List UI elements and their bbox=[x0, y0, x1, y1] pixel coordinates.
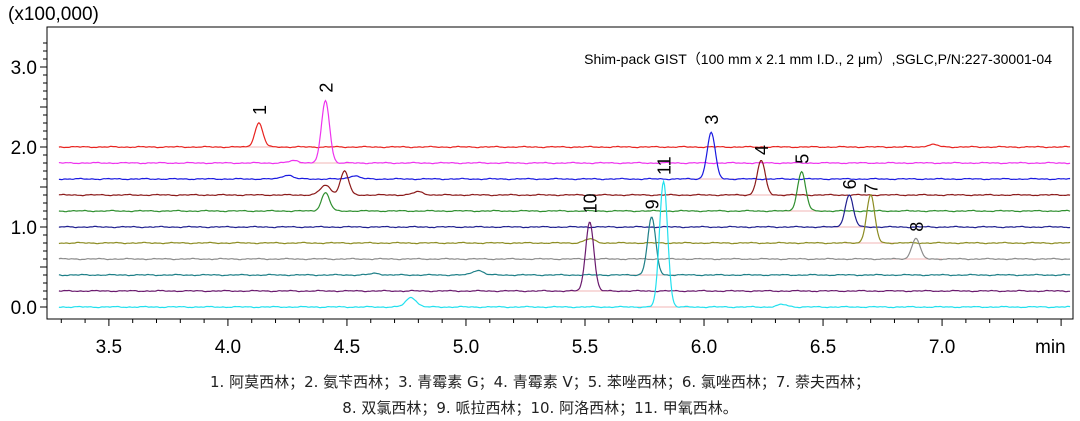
y-tick-label: 3.0 bbox=[11, 58, 37, 79]
chromatogram-trace bbox=[58, 194, 1071, 229]
y-tick-label: 0.0 bbox=[11, 298, 37, 319]
y-unit-label: (x100,000) bbox=[8, 4, 99, 25]
x-unit-label: min bbox=[1035, 337, 1066, 358]
chromatogram-trace bbox=[58, 160, 1071, 197]
peak-number-label: 7 bbox=[862, 183, 882, 193]
peak-number-label: 1 bbox=[250, 105, 270, 115]
x-tick-label: 6.0 bbox=[691, 337, 717, 358]
x-tick-label: 4.0 bbox=[215, 337, 241, 358]
compound-legend-line-2: 8. 双氯西林；9. 哌拉西林；10. 阿洛西林；11. 甲氧西林。 bbox=[342, 399, 738, 417]
x-tick-label: 5.0 bbox=[453, 337, 479, 358]
y-tick-label: 2.0 bbox=[11, 138, 37, 159]
chromatogram-trace bbox=[58, 99, 1071, 165]
peak-number-label: 4 bbox=[752, 145, 772, 155]
chromatogram-trace bbox=[58, 131, 1071, 181]
peak-number-label: 8 bbox=[907, 222, 927, 232]
x-tick-label: 5.5 bbox=[572, 337, 598, 358]
chromatogram-trace bbox=[58, 179, 1071, 309]
x-tick-label: 7.0 bbox=[929, 337, 955, 358]
peak-number-label: 6 bbox=[840, 179, 860, 189]
column-info-label: Shim-pack GIST（100 mm x 2.1 mm I.D., 2 μ… bbox=[584, 51, 1052, 67]
chromatogram-trace bbox=[58, 216, 1071, 277]
chromatogram-trace bbox=[58, 221, 1071, 293]
chromatogram-trace bbox=[58, 122, 1071, 149]
peak-number-label: 2 bbox=[317, 83, 337, 93]
chromatogram-chart: 1 2 3 4 5 6 7 8 9 10 11 (x100,000) min Shim-pack G… bbox=[8, 4, 1074, 358]
plot-frame bbox=[46, 26, 1074, 320]
peak-number-label: 11 bbox=[655, 156, 675, 175]
x-tick-label: 6.5 bbox=[810, 337, 836, 358]
chromatogram-trace bbox=[58, 194, 1071, 245]
peak-number-label: 9 bbox=[643, 199, 663, 209]
peak-number-label: 10 bbox=[581, 193, 601, 213]
x-tick-label: 4.5 bbox=[334, 337, 360, 358]
chromatogram-traces bbox=[58, 99, 1071, 309]
peak-number-label: 3 bbox=[702, 115, 722, 125]
chromatogram-trace bbox=[58, 170, 1071, 213]
x-tick-label: 3.5 bbox=[96, 337, 122, 358]
peak-labels: 1 2 3 4 5 6 7 8 9 10 11 bbox=[250, 83, 927, 232]
compound-legend-line-1: 1. 阿莫西林；2. 氨苄西林；3. 青霉素 G；4. 青霉素 V；5. 苯唑西… bbox=[210, 373, 870, 391]
peak-number-label: 5 bbox=[793, 154, 813, 164]
chromatogram-trace bbox=[58, 237, 1071, 261]
y-tick-label: 1.0 bbox=[11, 218, 37, 239]
axes: (x100,000) min Shim-pack GIST（100 mm x 2… bbox=[8, 4, 1074, 358]
